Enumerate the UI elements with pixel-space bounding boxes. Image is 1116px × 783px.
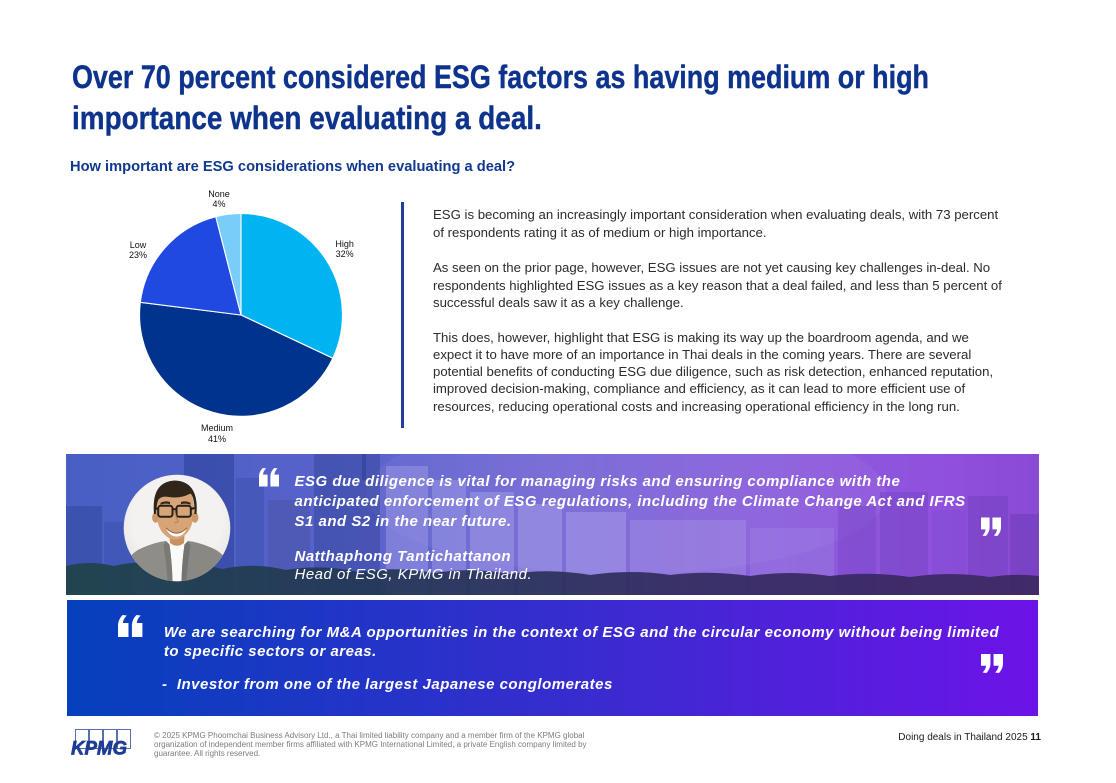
svg-text:KPMG: KPMG — [71, 739, 127, 760]
